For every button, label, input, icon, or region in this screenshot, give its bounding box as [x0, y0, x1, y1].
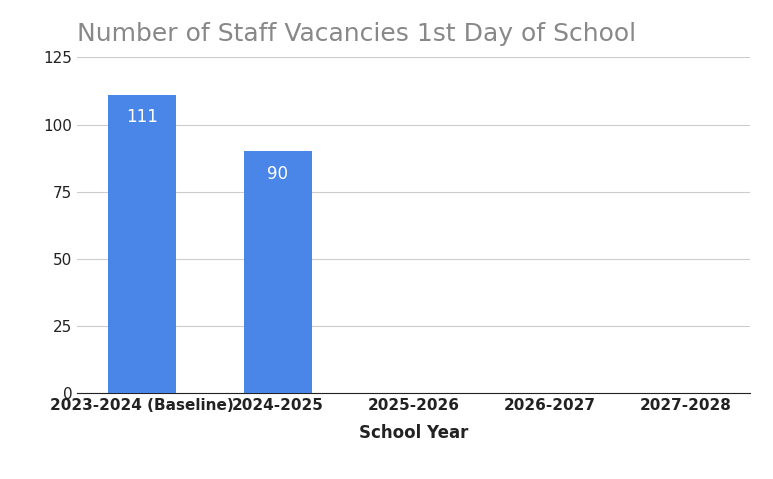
Text: 111: 111: [126, 108, 158, 126]
X-axis label: School Year: School Year: [359, 424, 468, 442]
Text: 90: 90: [267, 165, 288, 183]
Text: Number of Staff Vacancies 1st Day of School: Number of Staff Vacancies 1st Day of Sch…: [77, 22, 636, 46]
Bar: [108, 95, 175, 393]
Bar: [243, 151, 312, 393]
